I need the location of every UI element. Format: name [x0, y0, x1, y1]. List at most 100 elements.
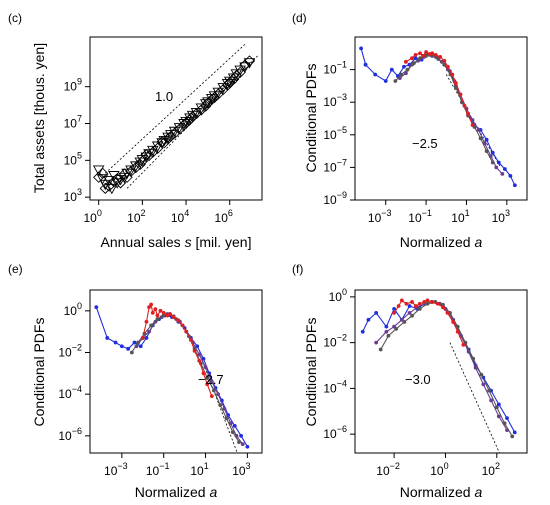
y-tick-label: 10−4	[323, 378, 347, 395]
data-point-gray	[424, 53, 428, 58]
series-line-red	[405, 51, 474, 126]
data-point-red	[140, 336, 145, 340]
data-point-diamond	[212, 88, 224, 100]
data-point-triangle	[208, 91, 221, 102]
y-tick-label: 107	[64, 114, 82, 131]
data-point-diamond	[234, 66, 246, 78]
data-point-blue	[373, 72, 378, 77]
data-point-gray	[155, 317, 160, 322]
y-tick-label: 109	[64, 77, 82, 94]
data-point-red	[413, 52, 418, 57]
data-point-red	[461, 342, 466, 347]
y-tick-label: 105	[64, 150, 82, 167]
data-point-blue	[366, 317, 371, 322]
data-point-gray	[394, 326, 399, 331]
panel-label: (d)	[292, 11, 307, 25]
data-point-diamond	[221, 79, 234, 91]
x-axis-label: Normalized a	[135, 484, 218, 500]
data-point-red	[158, 308, 163, 313]
data-point-red	[176, 318, 181, 323]
data-point-red	[205, 382, 210, 387]
data-point-blue	[94, 305, 99, 310]
data-point-blue	[508, 174, 513, 178]
data-point-diamond	[217, 83, 229, 96]
data-point-purple	[374, 340, 379, 345]
y-tick-label: 10−1	[323, 60, 347, 77]
y-tick-label: 10−6	[323, 424, 347, 441]
data-point-gray	[417, 306, 422, 311]
x-tick-label: 106	[215, 208, 233, 225]
data-point-diamond	[96, 167, 109, 179]
data-point-gray	[129, 350, 134, 355]
x-tick-label: 10−1	[408, 208, 432, 225]
data-point-gray	[205, 376, 210, 380]
guide-line	[198, 352, 238, 453]
data-point-diamond	[140, 149, 152, 161]
data-point-diamond	[114, 177, 127, 189]
axis-frame	[89, 36, 263, 201]
data-point-gray	[425, 301, 430, 306]
data-point-red	[435, 301, 440, 306]
data-point-red	[445, 64, 450, 69]
data-point-blue	[232, 423, 237, 428]
series-line-blue	[362, 301, 516, 433]
data-point-gray	[410, 313, 414, 318]
x-tick-label: 10−1	[146, 461, 170, 478]
panel-f: (f) 10−2 100 102 10−6 10−4 10−2 100 Normalized a…	[292, 262, 528, 500]
data-point-purple	[209, 379, 214, 384]
x-tick-label: 100	[84, 208, 102, 225]
plot-area	[92, 44, 259, 195]
data-point-red	[433, 52, 438, 57]
x-tick-label: 103	[492, 208, 510, 225]
data-point-gray	[399, 72, 404, 77]
axis-frame	[89, 289, 263, 454]
slope-annotation: 1.0	[155, 89, 173, 104]
data-point-red	[392, 310, 397, 315]
data-point-red	[445, 310, 450, 315]
data-point-red	[144, 319, 149, 324]
x-axis-label: Annual sales s [mil. yen]	[101, 234, 252, 250]
data-point-blue	[384, 324, 389, 329]
panel-c: (c) 100 102 104 106 103 105 107 109 Annual sales …	[8, 11, 263, 250]
slope-annotation: −2.5	[412, 136, 438, 151]
data-point-purple	[476, 127, 481, 132]
axis-frame	[354, 289, 528, 454]
data-point-red	[424, 50, 428, 54]
slope-annotation: −3.0	[405, 372, 431, 387]
x-tick-label: 104	[171, 208, 189, 225]
data-point-gray	[502, 421, 507, 426]
y-axis-label: Conditional PDFs	[303, 318, 319, 427]
data-point-red	[438, 55, 443, 59]
data-point-gray	[418, 56, 422, 61]
y-tick-label: 103	[64, 187, 82, 204]
data-point-gray	[442, 62, 447, 67]
data-point-red	[147, 305, 151, 310]
series-line-blue	[360, 48, 516, 186]
data-point-red	[192, 348, 197, 353]
plot-area	[360, 298, 517, 453]
data-point-blue	[105, 336, 110, 340]
y-tick-label: 10−9	[323, 190, 347, 207]
data-point-red	[150, 310, 155, 315]
data-point-red	[451, 320, 456, 324]
data-point-diamond	[130, 162, 142, 174]
data-point-blue	[239, 433, 243, 438]
data-point-red	[209, 394, 214, 399]
data-point-gray	[412, 61, 416, 66]
data-point-purple	[489, 398, 494, 403]
data-point-gray	[378, 347, 383, 352]
series-line-purple	[375, 301, 508, 431]
data-point-red	[149, 302, 154, 307]
y-axis-label: Conditional PDFs	[303, 64, 319, 173]
data-point-purple	[494, 165, 499, 170]
data-point-blue	[201, 356, 206, 361]
guide-line	[104, 44, 246, 174]
data-point-diamond	[143, 149, 155, 162]
slope-annotation: −2.7	[198, 372, 224, 387]
data-point-red	[184, 329, 189, 334]
x-tick-label: 100	[430, 461, 448, 478]
data-point-blue	[407, 304, 412, 308]
data-point-diamond	[108, 175, 120, 188]
data-point-diamond	[178, 119, 190, 131]
guide-line	[449, 342, 500, 453]
